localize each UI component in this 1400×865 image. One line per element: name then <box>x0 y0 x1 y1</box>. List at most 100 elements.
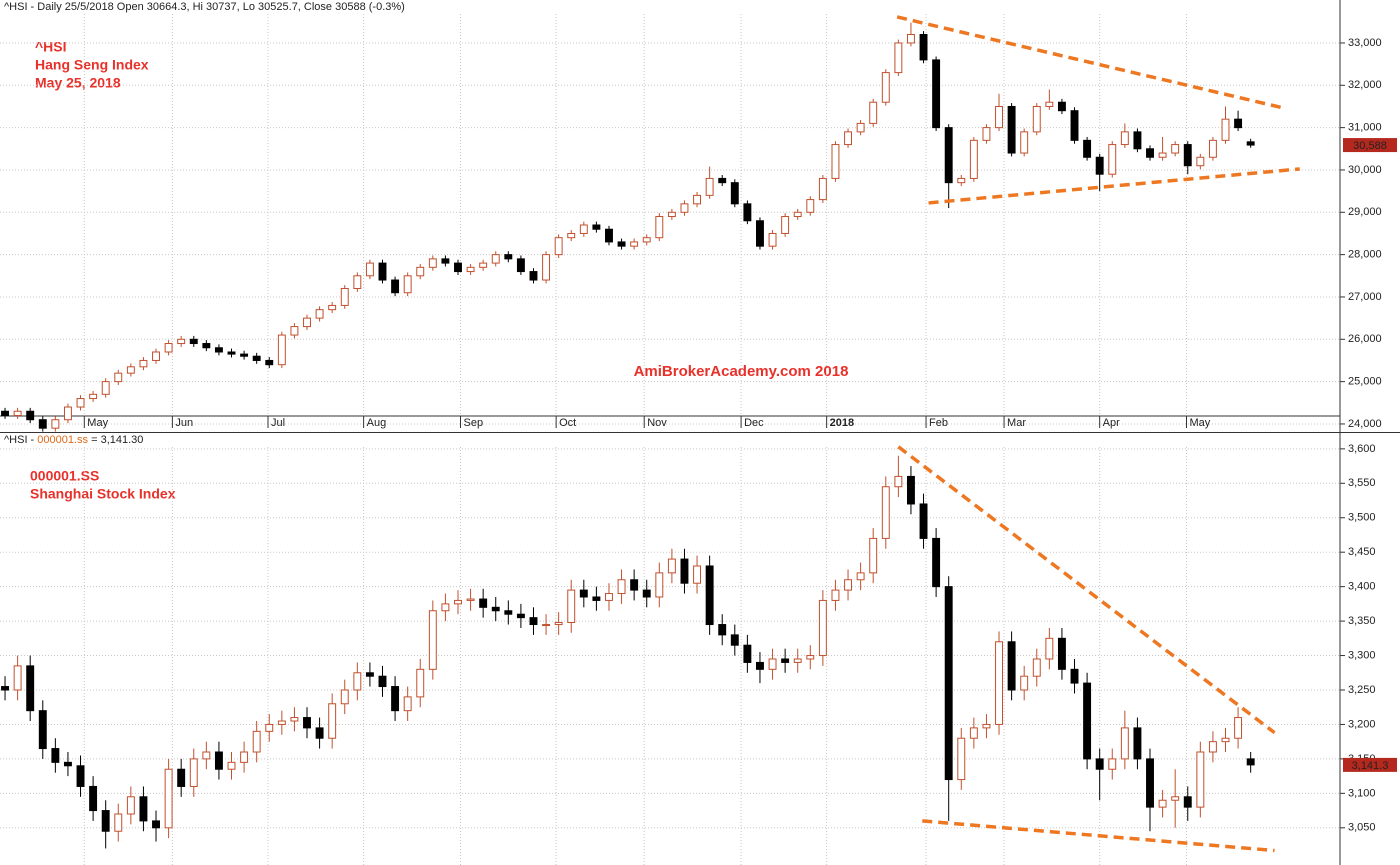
candle-body <box>252 730 261 753</box>
candle-body <box>479 598 488 608</box>
y-tick-label: 24,000 <box>1348 418 1382 430</box>
x-tick-label: Sep <box>464 417 484 429</box>
candle-body <box>982 127 991 141</box>
annotation: 000001.SS <box>30 468 99 484</box>
panel: 24,000 25,000 26,000 27,000 28,000 29,000 30,0… <box>0 14 1397 432</box>
candle-body <box>567 589 576 623</box>
y-tick-label: 33,000 <box>1348 37 1382 49</box>
annotation: May 25, 2018 <box>35 75 121 91</box>
candle-body <box>189 758 198 787</box>
x-tick-label: May <box>87 417 108 429</box>
candle-body <box>1208 139 1217 158</box>
candle-body <box>1108 758 1117 770</box>
candle-body <box>1020 675 1029 691</box>
candle-body <box>479 262 488 268</box>
candle-body <box>340 287 349 306</box>
candle-body <box>378 675 387 688</box>
candle-body <box>1146 148 1154 158</box>
y-tick-label: 3,100 <box>1348 787 1376 799</box>
candle-body <box>642 237 651 243</box>
candle-body <box>730 634 739 646</box>
candle-body <box>1171 144 1180 154</box>
candle-body <box>1045 637 1054 660</box>
candle-body <box>1045 101 1054 107</box>
candle-body <box>554 621 563 626</box>
candle-body <box>290 717 299 722</box>
candle-body <box>227 351 236 355</box>
y-tick-label: 3,350 <box>1348 615 1376 627</box>
candle-body <box>617 241 626 247</box>
candle-body <box>1032 105 1041 133</box>
candle-body <box>529 271 538 281</box>
candle-body <box>38 419 47 429</box>
candle-body <box>630 579 639 591</box>
candle-body <box>1208 741 1217 753</box>
candle-body <box>1158 799 1167 808</box>
candle-body <box>781 216 790 234</box>
price-tag-label: 30,588 <box>1353 140 1387 152</box>
y-tick-label: 30,000 <box>1348 164 1382 176</box>
candle-body <box>592 224 601 230</box>
candle-body <box>693 565 702 584</box>
candle-body <box>51 748 60 763</box>
candle-body <box>957 737 966 781</box>
candle-body <box>416 668 425 698</box>
x-tick-label: Feb <box>929 417 948 429</box>
header-part: = 3,141.30 <box>91 434 143 446</box>
candle-body <box>718 624 727 636</box>
candle-body <box>114 372 123 383</box>
candle-body <box>152 820 160 829</box>
candle-body <box>1221 737 1230 743</box>
candle-body <box>101 810 110 832</box>
candle-body <box>542 624 551 627</box>
candle-body <box>76 398 85 408</box>
candle-body <box>1032 658 1041 677</box>
candle-body <box>642 589 651 598</box>
candle-body <box>1070 668 1079 684</box>
price-tag-label: 3,141.3 <box>1352 760 1389 772</box>
candle-body <box>466 266 475 273</box>
candle-body <box>252 355 261 361</box>
candle-body <box>454 599 462 605</box>
candle-body <box>542 254 551 281</box>
candle-body <box>995 105 1003 129</box>
candle-body <box>982 723 991 729</box>
candle-body <box>718 177 727 184</box>
candle-body <box>617 579 626 595</box>
candle-body <box>504 610 513 615</box>
candle-body <box>491 254 500 264</box>
x-tick-label: 2018 <box>830 417 854 429</box>
candle-body <box>894 475 903 488</box>
candle-body <box>730 182 739 205</box>
candle-body <box>919 503 928 539</box>
candle-body <box>126 366 135 374</box>
candle-body <box>932 537 941 588</box>
candle-body <box>491 606 500 612</box>
candle-body <box>667 558 676 574</box>
candle-body <box>856 572 865 581</box>
candle-body <box>655 216 664 239</box>
trendline <box>928 167 1300 205</box>
candle-body <box>554 237 563 256</box>
candle-body <box>1234 717 1243 739</box>
candle-body <box>743 644 752 663</box>
candle-body <box>13 410 22 416</box>
trendline <box>922 819 1275 853</box>
candle-body <box>756 661 764 670</box>
candle-body <box>693 194 702 205</box>
annotation: Shanghai Stock Index <box>30 486 176 502</box>
candle-body <box>655 572 664 598</box>
candle-body <box>403 275 412 294</box>
x-tick-label: Aug <box>367 417 387 429</box>
candle-body <box>378 262 387 281</box>
candle-body <box>454 262 462 273</box>
candle-body <box>605 228 613 243</box>
y-tick-label: 26,000 <box>1348 333 1382 345</box>
panel: 3,0503,1003,1503,2003,2503,3003,3503,400… <box>0 443 1397 865</box>
candle-body <box>756 220 764 247</box>
candle-body <box>944 586 953 781</box>
header-part: 000001.ss <box>37 434 88 446</box>
candle-body <box>1 410 9 416</box>
y-tick-label: 32,000 <box>1348 79 1382 91</box>
candle-body <box>932 59 941 129</box>
